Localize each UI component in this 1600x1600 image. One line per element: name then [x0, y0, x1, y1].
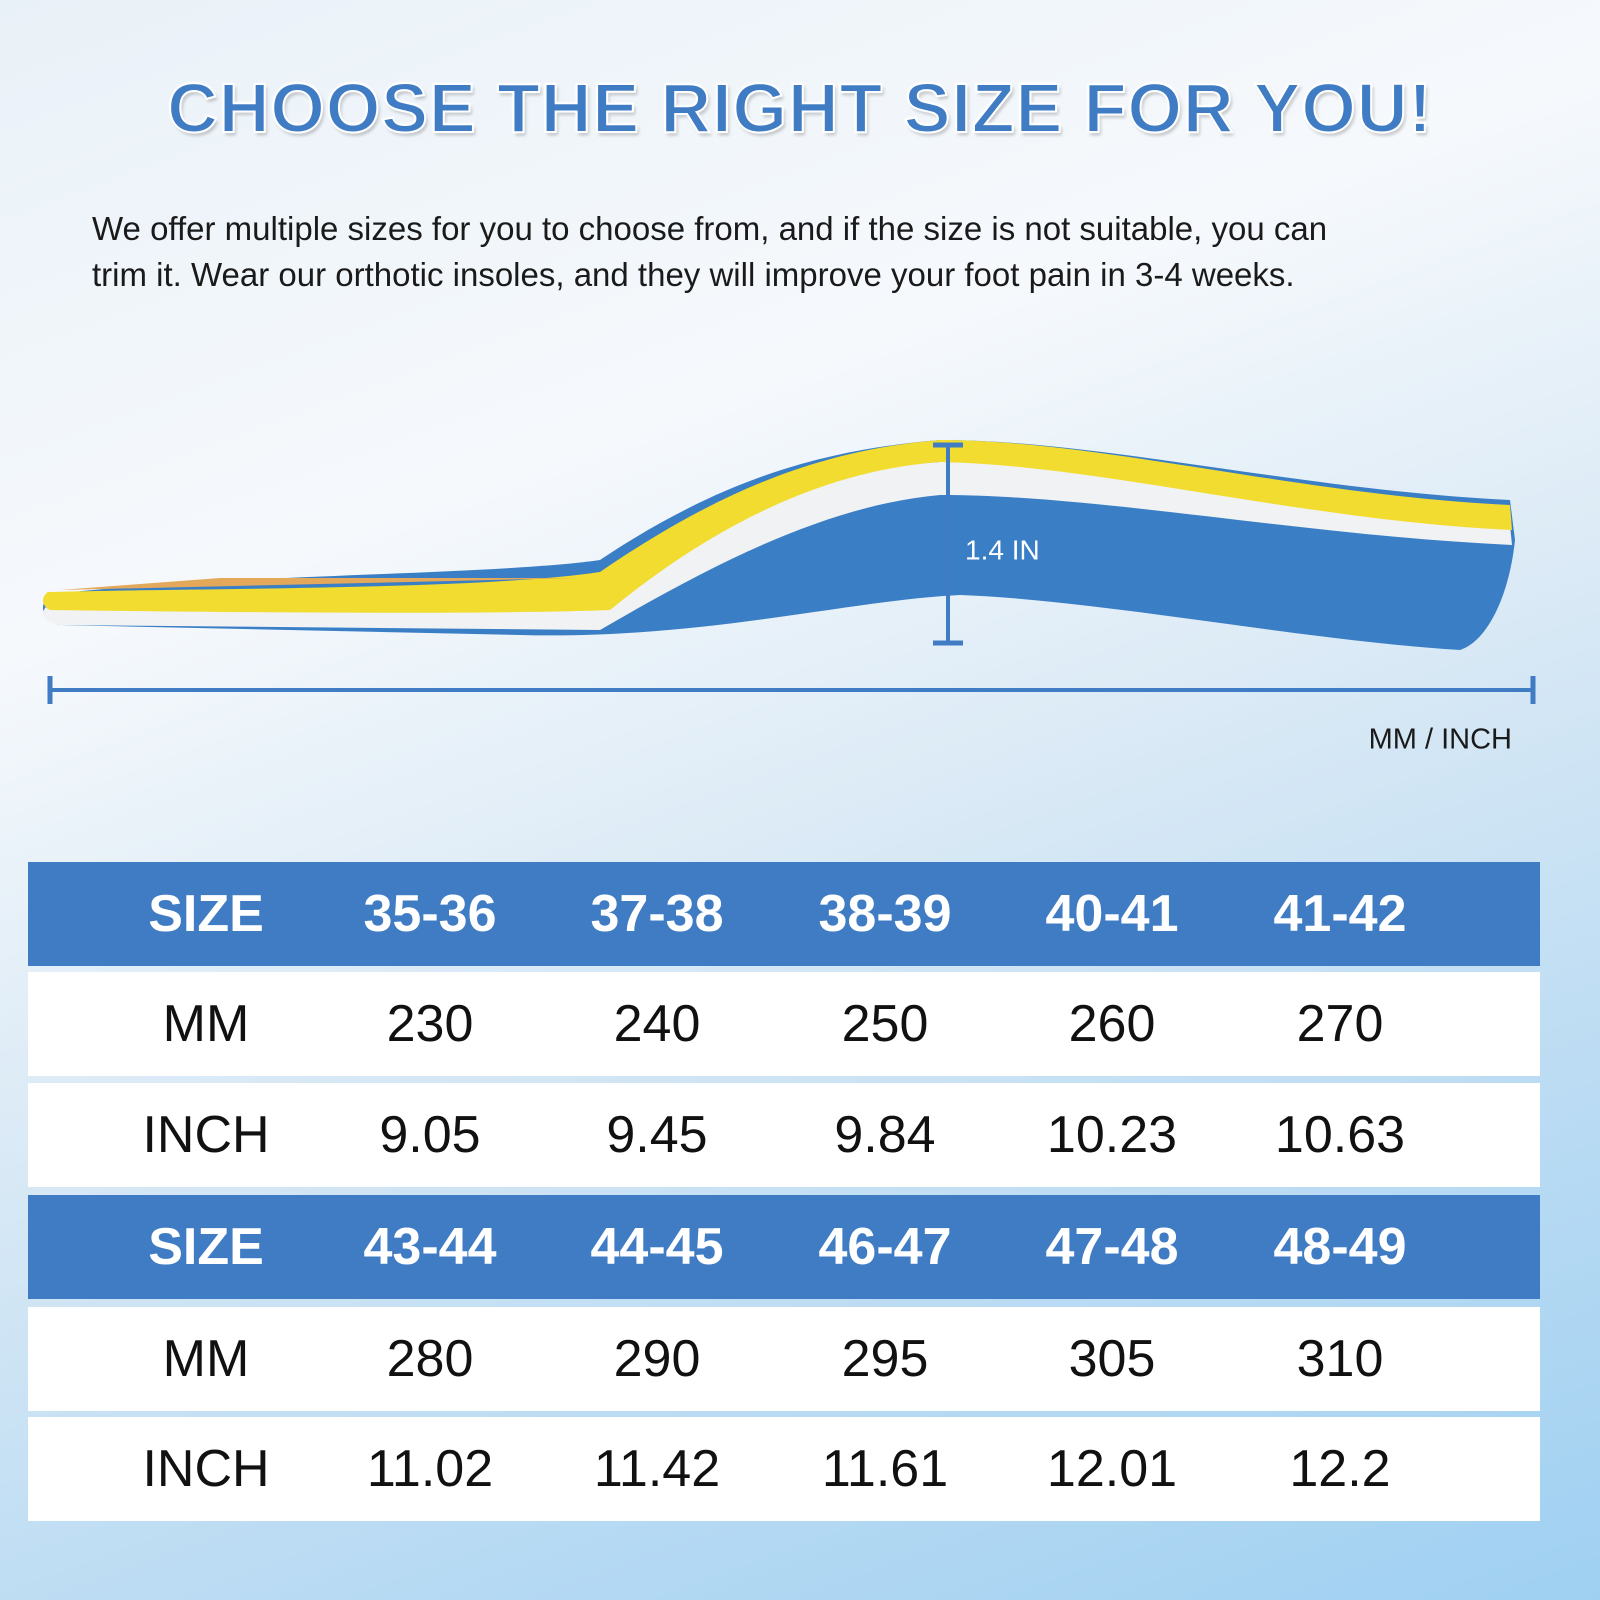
table-cell: 310: [1296, 1330, 1384, 1388]
header-row: SIZE 35-36 37-38 38-39 40-41 41-42: [28, 862, 1540, 966]
table-cell: 9.05: [379, 1106, 481, 1164]
table-cell: 250: [841, 995, 929, 1053]
header-cell: 47-48: [1045, 1218, 1179, 1276]
table-cell: 11.61: [821, 1440, 949, 1498]
table-cell: 11.42: [593, 1440, 721, 1498]
header-cell: 43-44: [363, 1218, 497, 1276]
table-cell: 10.63: [1274, 1106, 1406, 1164]
table-cell: 9.45: [606, 1106, 708, 1164]
table-cell: 12.2: [1289, 1440, 1391, 1498]
table-cell: MM: [162, 995, 250, 1053]
insole-layer: [43, 462, 1513, 630]
table-cell: 240: [613, 995, 701, 1053]
height-label: 1.4 IN: [965, 534, 1040, 565]
table-row: INCH 11.02 11.42 11.61 12.01 12.2: [28, 1417, 1540, 1521]
header-row: SIZE 43-44 44-45 46-47 47-48 48-49: [28, 1195, 1540, 1299]
table-cell: 230: [386, 995, 474, 1053]
table-cell: 12.01: [1046, 1440, 1178, 1498]
description-line: trim it. Wear our orthotic insoles, and …: [92, 256, 1295, 293]
header-cell: 40-41: [1045, 885, 1179, 943]
table-cell: INCH: [142, 1106, 270, 1164]
table-cell: 290: [613, 1330, 701, 1388]
table-cell: 11.02: [366, 1440, 494, 1498]
header-cell: 46-47: [818, 1218, 952, 1276]
table-cell: 9.84: [834, 1106, 936, 1164]
table-row: INCH 9.05 9.45 9.84 10.23 10.63: [28, 1083, 1540, 1187]
table-cell: 10.23: [1046, 1106, 1178, 1164]
unit-label: MM / INCH: [1369, 724, 1512, 756]
title: CHOOSE THE RIGHT SIZE FOR YOU!: [166, 68, 1433, 148]
table-cell: 270: [1296, 995, 1384, 1053]
table-cell: 295: [841, 1330, 929, 1388]
table-cell: 305: [1068, 1330, 1156, 1388]
insole-top: [43, 440, 1512, 613]
header-cell: SIZE: [148, 885, 264, 943]
table-cell: MM: [162, 1330, 250, 1388]
table-cell: 280: [386, 1330, 474, 1388]
description-line: We offer multiple sizes for you to choos…: [92, 210, 1328, 247]
header-cell: 38-39: [818, 885, 952, 943]
header-cell: 37-38: [590, 885, 724, 943]
table-cell: 260: [1068, 995, 1156, 1053]
header-cell: 48-49: [1273, 1218, 1407, 1276]
table-row: MM 280 290 295 305 310: [28, 1307, 1540, 1411]
table-row: MM 230 240 250 260 270: [28, 972, 1540, 1076]
header-cell: 35-36: [363, 885, 497, 943]
table-cell: INCH: [142, 1440, 270, 1498]
insole-fabric: [60, 578, 580, 590]
header-cell: 44-45: [590, 1218, 724, 1276]
header-cell: 41-42: [1273, 885, 1407, 943]
header-cell: SIZE: [148, 1218, 264, 1276]
insole-figure: 1.4 IN MM / INCH: [43, 440, 1536, 756]
